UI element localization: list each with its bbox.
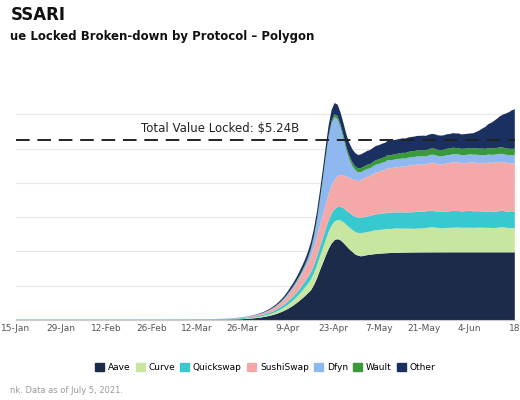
- Legend: Aave, Curve, Quickswap, SushiSwap, Dfyn, Wault, Other: Aave, Curve, Quickswap, SushiSwap, Dfyn,…: [91, 359, 439, 376]
- Text: Total Value Locked: $5.24B: Total Value Locked: $5.24B: [141, 122, 300, 135]
- Text: ue Locked Broken-down by Protocol – Polygon: ue Locked Broken-down by Protocol – Poly…: [10, 30, 315, 43]
- Text: SSARI: SSARI: [10, 6, 66, 24]
- Text: nk. Data as of July 5, 2021.: nk. Data as of July 5, 2021.: [10, 386, 123, 395]
